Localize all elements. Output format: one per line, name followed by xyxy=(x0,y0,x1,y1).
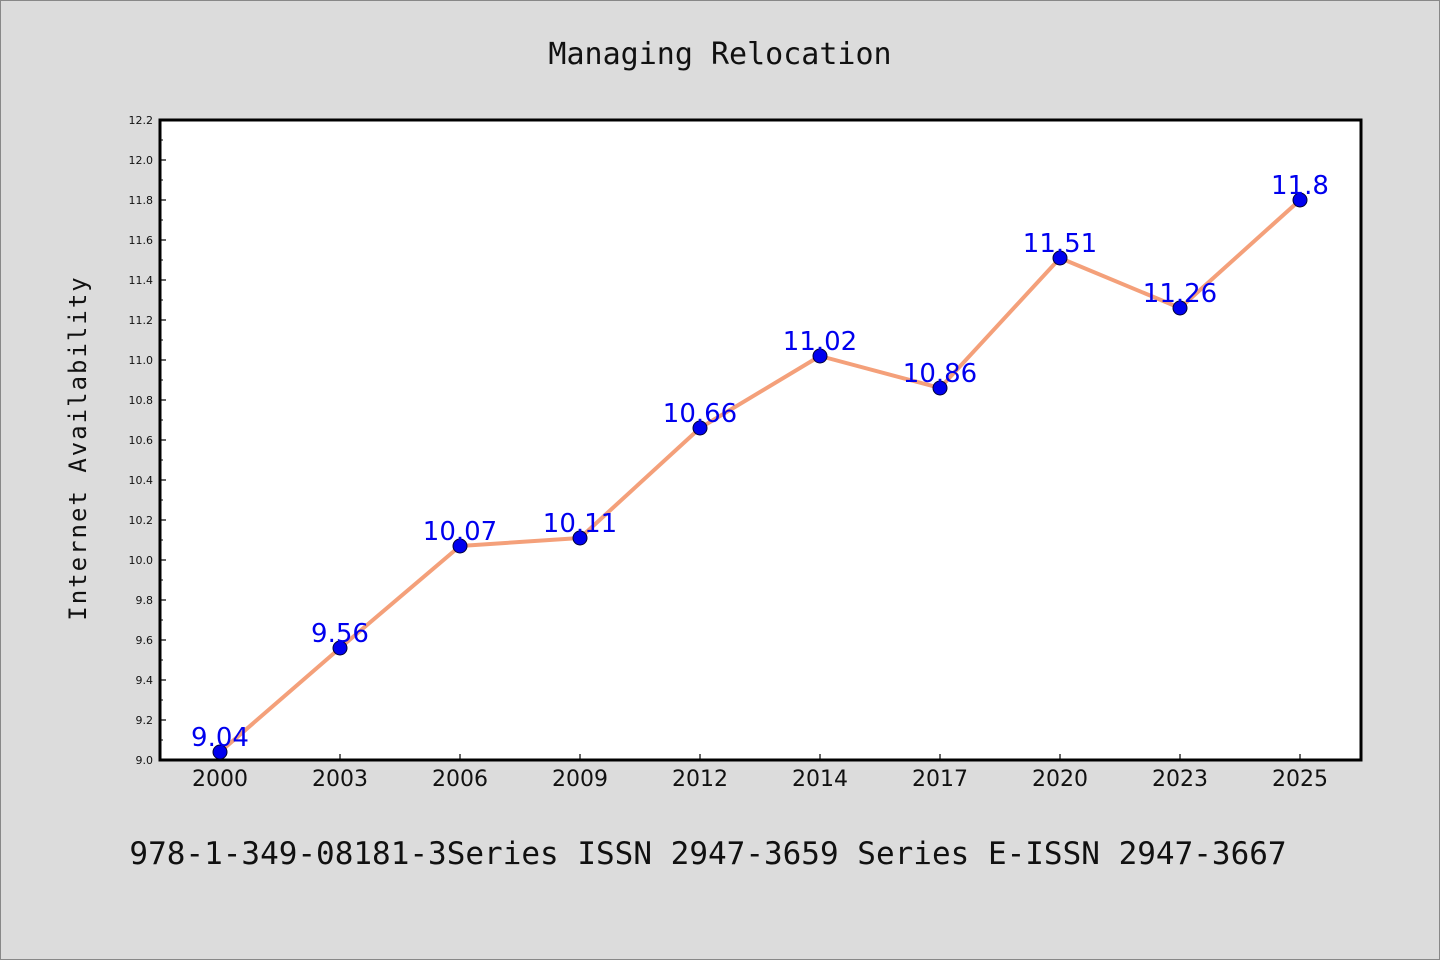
y-tick-label: 9.2 xyxy=(136,714,154,727)
y-axis-label: Internet Availability xyxy=(64,275,92,620)
data-point xyxy=(1292,192,1308,208)
data-label: 10.86 xyxy=(903,359,977,389)
data-label: 11.51 xyxy=(1023,229,1097,259)
x-tick-label: 2023 xyxy=(1152,767,1208,792)
data-label: 9.04 xyxy=(191,723,249,753)
data-point xyxy=(932,380,948,396)
y-tick-label: 11.6 xyxy=(129,234,154,247)
data-point xyxy=(1172,300,1188,316)
y-tick-label: 11.8 xyxy=(129,194,154,207)
y-tick-label: 10.8 xyxy=(129,394,154,407)
y-tick-label: 12.0 xyxy=(129,154,154,167)
y-axis: 9.0 9.2 9.4 9.6 9.8 10.0 10.2 10.4 10.6 10.8 11.0 1… xyxy=(129,114,166,767)
data-label: 9.56 xyxy=(311,619,369,649)
y-tick-label: 12.2 xyxy=(129,114,154,127)
data-label: 11.26 xyxy=(1143,279,1217,309)
data-label: 10.07 xyxy=(423,517,497,547)
y-tick-label: 9.4 xyxy=(136,674,154,687)
data-label: 10.11 xyxy=(543,509,617,539)
x-tick-label: 2012 xyxy=(672,767,728,792)
data-point xyxy=(1052,250,1068,266)
data-point xyxy=(692,420,708,436)
x-tick-label: 2017 xyxy=(912,767,968,792)
data-label: 10.66 xyxy=(663,399,737,429)
x-tick-label: 2025 xyxy=(1272,767,1328,792)
data-point xyxy=(332,640,348,656)
y-tick-label: 10.4 xyxy=(129,474,154,487)
footer-text: 978-1-349-08181-3Series ISSN 2947-3659 S… xyxy=(129,836,1286,872)
data-point xyxy=(452,538,468,554)
x-tick-label: 2020 xyxy=(1032,767,1088,792)
x-tick-label: 2009 xyxy=(552,767,608,792)
y-tick-label: 10.6 xyxy=(129,434,154,447)
x-tick-label: 2000 xyxy=(192,767,248,792)
y-tick-label: 11.0 xyxy=(129,354,154,367)
x-axis: 2000 2003 2006 2009 2012 2014 2017 2020 2023 2025 xyxy=(192,754,1328,792)
plot-area xyxy=(158,118,1363,762)
data-label: 11.8 xyxy=(1271,171,1329,201)
y-tick-label: 10.0 xyxy=(129,554,154,567)
series-line xyxy=(218,198,1302,754)
y-tick-label: 9.0 xyxy=(136,754,154,767)
y-tick-label: 9.6 xyxy=(136,634,154,647)
data-label: 11.02 xyxy=(783,327,857,357)
y-tick-label: 11.4 xyxy=(129,274,154,287)
x-tick-label: 2014 xyxy=(792,767,848,792)
y-tick-label: 11.2 xyxy=(129,314,154,327)
y-tick-label: 10.2 xyxy=(129,514,154,527)
chart-title: Managing Relocation xyxy=(548,37,891,72)
y-tick-label: 9.8 xyxy=(136,594,154,607)
x-tick-label: 2003 xyxy=(312,767,368,792)
data-point xyxy=(812,348,828,364)
data-point xyxy=(572,530,588,546)
series-group: 9.04 9.56 10.07 10.11 10.66 11.02 10.86 11.51 11… xyxy=(191,171,1329,760)
data-point xyxy=(212,744,228,760)
x-tick-label: 2006 xyxy=(432,767,488,792)
